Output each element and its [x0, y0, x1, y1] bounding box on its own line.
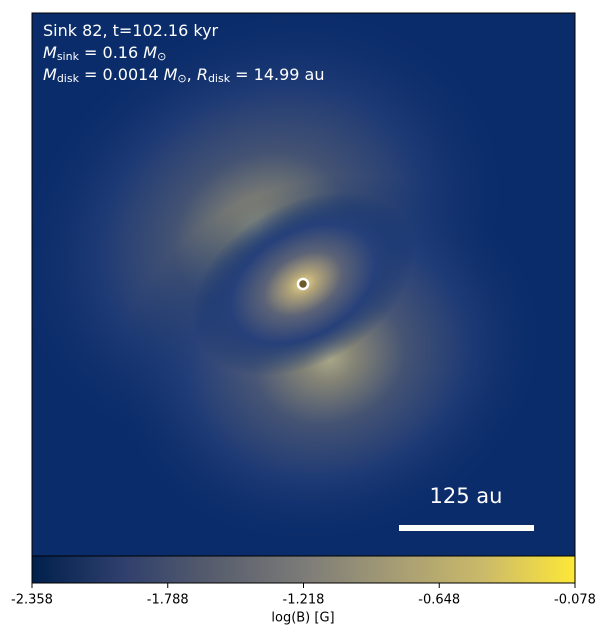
- annotation-segment: R: [197, 65, 208, 84]
- annotation-segment: M: [43, 65, 57, 84]
- colorbar: [31, 555, 576, 584]
- annotation-segment: disk: [57, 72, 80, 85]
- colorbar-label: log(B) [G]: [271, 611, 334, 626]
- colorbar-tick-label: -0.648: [418, 593, 460, 608]
- annotation-line: Msink = 0.16 M⊙: [43, 43, 166, 64]
- annotation-line: Sink 82, t=102.16 kyr: [43, 21, 219, 40]
- annotation-segment: ⊙: [157, 50, 166, 63]
- annotation-segment: ,: [187, 65, 197, 84]
- annotation-segment: disk: [208, 72, 231, 85]
- scale-bar-label: 125 au: [430, 484, 503, 508]
- annotation-line: Mdisk = 0.0014 M⊙, Rdisk = 14.99 au: [43, 65, 325, 86]
- field-image: [32, 13, 575, 556]
- annotation-segment: = 0.16: [79, 43, 143, 62]
- annotation-segment: sink: [57, 50, 80, 63]
- annotation-segment: Sink 82, t=102.16 kyr: [43, 21, 219, 40]
- annotation-segment: M: [164, 65, 178, 84]
- annotation-segment: = 0.0014: [79, 65, 164, 84]
- annotation-segment: = 14.99 au: [230, 65, 324, 84]
- annotation-segment: ⊙: [177, 72, 186, 85]
- colorbar-tick-label: -1.788: [147, 593, 189, 608]
- colorbar-tick-label: -0.078: [554, 593, 596, 608]
- annotation-segment: M: [143, 43, 157, 62]
- colorbar-tick-label: -2.358: [11, 593, 53, 608]
- sink-marker: [296, 277, 310, 291]
- annotation-segment: M: [43, 43, 57, 62]
- colorbar-tick-label: -1.218: [283, 593, 325, 608]
